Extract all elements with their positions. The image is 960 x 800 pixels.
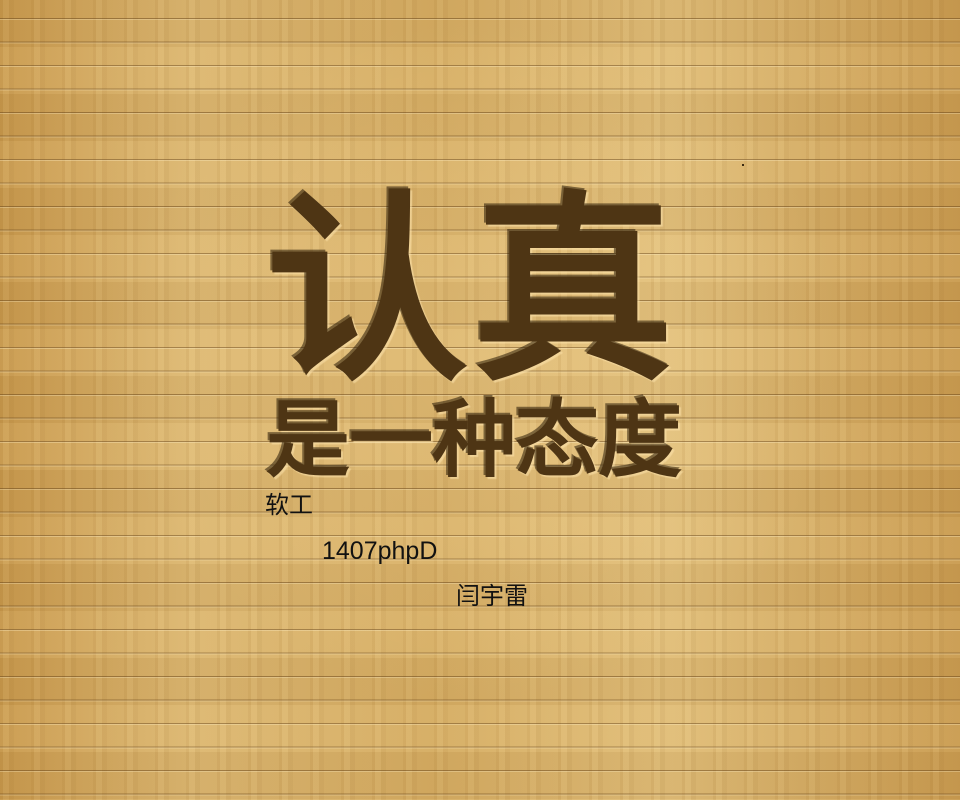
author-name: 闫宇雷: [456, 582, 528, 610]
course-label: 软工: [265, 491, 313, 519]
class-label: 1407phpD: [322, 537, 438, 565]
subtitle: 是一种态度: [266, 391, 682, 489]
speck-mark: [742, 164, 744, 166]
main-title: 认真: [266, 173, 678, 409]
